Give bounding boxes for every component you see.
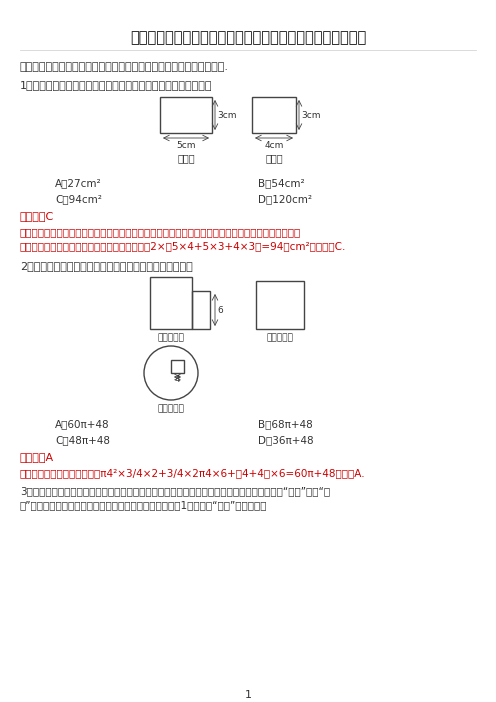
- Text: 4: 4: [175, 375, 181, 384]
- Text: A．27cm²: A．27cm²: [55, 178, 102, 188]
- Text: 4cm: 4cm: [264, 141, 284, 150]
- Text: 5cm: 5cm: [176, 141, 196, 150]
- Text: C．94cm²: C．94cm²: [55, 194, 102, 204]
- Text: 6: 6: [217, 306, 223, 315]
- Text: 甫”的三视图如图所示（网格图中每个小正方形的边长均为1），则该“刍甫”的侧面积为: 甫”的三视图如图所示（网格图中每个小正方形的边长均为1），则该“刍甫”的侧面积为: [20, 500, 267, 510]
- Bar: [256, 281, 304, 329]
- Text: 个长方体，依题意可得这个长方体的表面积为：2×（5×4+5×3+4×3）=94（cm²），故选C.: 个长方体，依题意可得这个长方体的表面积为：2×（5×4+5×3+4×3）=94（…: [20, 241, 346, 251]
- Text: （俰视图）: （俰视图）: [158, 404, 185, 413]
- Text: D．120cm²: D．120cm²: [258, 194, 312, 204]
- Text: 主视图: 主视图: [177, 153, 195, 163]
- Bar: [171, 360, 184, 373]
- Text: 【答案】A: 【答案】A: [20, 452, 54, 462]
- Text: 【解析】该几何体的主视图以及左视图都是相同的矩形，俰视图也为一个矩形，可确定这个几何体是一: 【解析】该几何体的主视图以及左视图都是相同的矩形，俰视图也为一个矩形，可确定这个…: [20, 227, 301, 237]
- Text: 左视图: 左视图: [265, 153, 283, 163]
- Text: D．36π+48: D．36π+48: [258, 435, 313, 445]
- Bar: [160, 97, 212, 133]
- Text: 2．如图是一个几何体的三视图，则这个几何体的表面积是: 2．如图是一个几何体的三视图，则这个几何体的表面积是: [20, 261, 193, 271]
- Text: 【解析】此几何体的表面积为π4²×3/4×2+3/4×2π4×6+（4+4）×6=60π+48，故选A.: 【解析】此几何体的表面积为π4²×3/4×2+3/4×2π4×6+（4+4）×6…: [20, 468, 366, 478]
- Text: 1: 1: [245, 690, 251, 700]
- Text: B．54cm²: B．54cm²: [258, 178, 305, 188]
- Text: 一、选择题：在每小题给出的四个选项中，只有一项是符合题目要求的.: 一、选择题：在每小题给出的四个选项中，只有一项是符合题目要求的.: [20, 62, 229, 72]
- Text: 3cm: 3cm: [301, 111, 320, 120]
- Text: 九年级数学第二十九章《制作立体模型》同步练习（含答案）: 九年级数学第二十九章《制作立体模型》同步练习（含答案）: [130, 30, 366, 45]
- Bar: [252, 97, 296, 133]
- Bar: [192, 291, 210, 329]
- Text: C．48π+48: C．48π+48: [55, 435, 110, 445]
- Text: 3．我国古代数学著作《九章算术》中，将底面是直角三角形，且侧棱与底面垂直的三棱柱称为“刍甫”，某“刍: 3．我国古代数学著作《九章算术》中，将底面是直角三角形，且侧棱与底面垂直的三棱柱…: [20, 486, 330, 496]
- Text: B．68π+48: B．68π+48: [258, 419, 313, 429]
- Text: 1．长方体的主视图与左视图如图所示，则这个长方体的表面积是: 1．长方体的主视图与左视图如图所示，则这个长方体的表面积是: [20, 80, 212, 90]
- Text: （主视图）: （主视图）: [158, 333, 185, 342]
- Text: 3cm: 3cm: [217, 111, 237, 120]
- Text: 【答案】C: 【答案】C: [20, 211, 54, 221]
- Text: A．60π+48: A．60π+48: [55, 419, 110, 429]
- Bar: [150, 277, 192, 329]
- Text: （左视图）: （左视图）: [266, 333, 294, 342]
